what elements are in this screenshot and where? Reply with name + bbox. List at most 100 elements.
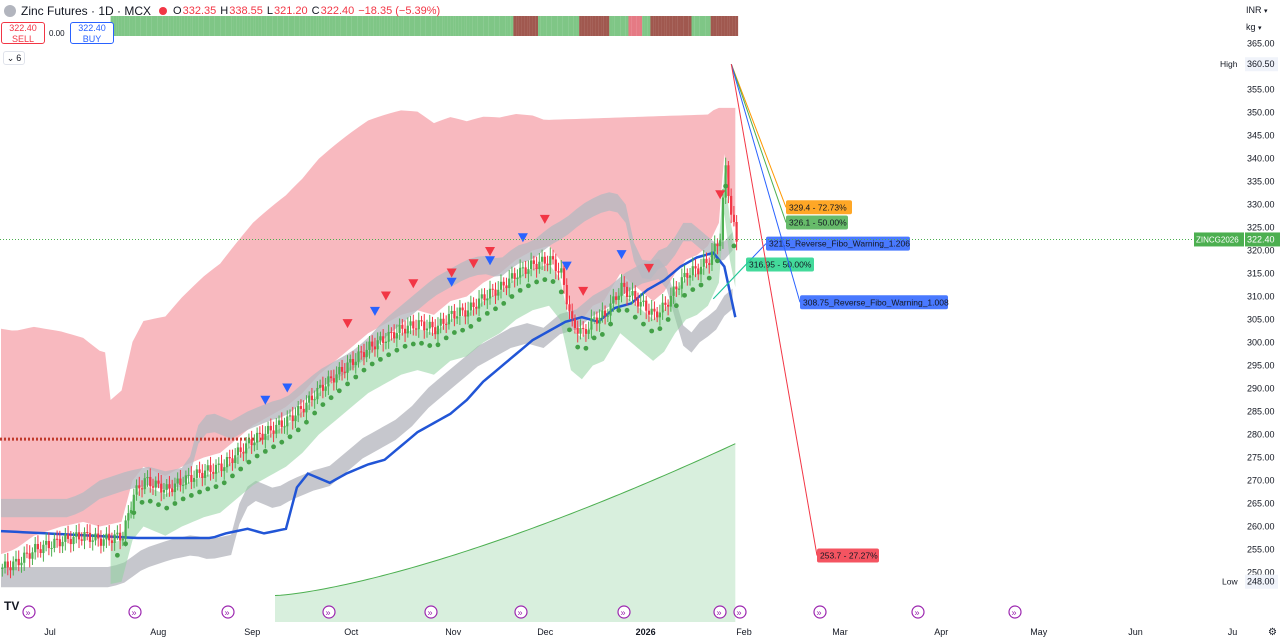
strip-cell bbox=[236, 16, 240, 36]
strip-cell bbox=[631, 16, 634, 36]
symbol-title[interactable]: Zinc Futures · 1D · MCX bbox=[21, 4, 152, 18]
candle-body bbox=[409, 321, 412, 326]
candle-body bbox=[538, 261, 541, 270]
time-tick-label: Sep bbox=[244, 627, 260, 637]
strip-cell bbox=[140, 16, 144, 36]
candle-body bbox=[467, 310, 470, 317]
strip-cell bbox=[644, 16, 648, 36]
strip-cell bbox=[603, 16, 607, 36]
candle-body bbox=[327, 376, 330, 387]
strip-cell bbox=[162, 16, 166, 36]
candle-body bbox=[475, 306, 478, 309]
candle-body bbox=[36, 543, 40, 550]
candle-body bbox=[280, 420, 283, 427]
strip-cell bbox=[496, 16, 500, 36]
strip-cell bbox=[718, 16, 722, 36]
support-dot bbox=[682, 292, 687, 298]
strip-cell bbox=[154, 16, 158, 36]
strip-cell bbox=[576, 16, 580, 36]
candle-body bbox=[261, 433, 264, 440]
strip-cell bbox=[518, 16, 522, 36]
sell-button[interactable]: 322.40 SELL bbox=[1, 22, 45, 44]
candle-body bbox=[288, 415, 292, 417]
candle-body bbox=[431, 321, 434, 328]
candle-body bbox=[94, 533, 97, 541]
candle-body bbox=[491, 288, 494, 290]
candle-body bbox=[464, 310, 467, 317]
candle-body bbox=[598, 317, 601, 324]
candle-body bbox=[206, 465, 209, 471]
candle-body bbox=[584, 329, 588, 334]
support-dot bbox=[304, 419, 309, 425]
currency-selector[interactable]: INR ▾ bbox=[1244, 4, 1270, 16]
strip-cell bbox=[538, 16, 541, 36]
strip-cell bbox=[313, 16, 317, 36]
strip-cell bbox=[727, 16, 730, 36]
candle-body bbox=[217, 463, 220, 465]
support-dot bbox=[131, 510, 137, 516]
candle-body bbox=[338, 366, 341, 375]
strip-cell bbox=[157, 16, 160, 36]
strip-cell bbox=[513, 16, 517, 36]
strip-cell bbox=[587, 16, 591, 36]
support-dots bbox=[114, 183, 737, 558]
candle-body bbox=[694, 266, 697, 269]
strip-cell bbox=[340, 16, 344, 36]
candle-body bbox=[190, 474, 193, 482]
strip-cell bbox=[201, 16, 204, 36]
support-dot bbox=[484, 310, 490, 316]
price-tick-label: 290.00 bbox=[1247, 384, 1275, 394]
price-tick-label: 335.00 bbox=[1247, 177, 1275, 187]
price-tick-label: 325.00 bbox=[1247, 223, 1275, 233]
candle-body bbox=[546, 263, 549, 266]
strip-cell bbox=[220, 16, 223, 36]
strip-cell bbox=[688, 16, 692, 36]
strip-cell bbox=[179, 16, 182, 36]
candle-body bbox=[198, 469, 201, 473]
symbol-tag: ZINCG2026 bbox=[1196, 235, 1239, 244]
support-dot bbox=[731, 243, 737, 249]
candle-body bbox=[64, 534, 67, 542]
buy-button[interactable]: 322.40 BUY bbox=[70, 22, 114, 44]
candle-body bbox=[601, 310, 604, 318]
candle-body bbox=[417, 320, 420, 330]
candle-body bbox=[50, 548, 53, 550]
event-marker-glyph: » bbox=[737, 608, 742, 618]
candle-body bbox=[231, 458, 234, 463]
annotation-label: 329.4 - 72.73% bbox=[789, 202, 847, 212]
price-tick-label: 275.00 bbox=[1247, 453, 1275, 463]
candle-body bbox=[680, 277, 683, 289]
strip-cell bbox=[176, 16, 180, 36]
strip-cell bbox=[209, 16, 213, 36]
indicators-toggle-button[interactable]: ⌄ 6 bbox=[3, 51, 25, 65]
candle-body bbox=[395, 333, 398, 339]
unit-selector[interactable]: kg ▾ bbox=[1244, 21, 1264, 33]
event-marker-glyph: » bbox=[1012, 608, 1017, 618]
strip-cell bbox=[403, 16, 407, 36]
candle-body bbox=[368, 341, 371, 350]
candle-body bbox=[371, 341, 374, 347]
time-tick-label: Ju bbox=[1228, 627, 1238, 637]
support-dot bbox=[246, 459, 252, 465]
candle-body bbox=[308, 395, 311, 403]
support-dot bbox=[123, 541, 128, 547]
strip-cell bbox=[409, 16, 413, 36]
support-dot bbox=[402, 343, 408, 349]
candle-body bbox=[157, 480, 160, 484]
strip-cell bbox=[168, 16, 171, 36]
candle-body bbox=[239, 447, 242, 452]
candle-body bbox=[143, 478, 146, 490]
candles bbox=[1, 157, 738, 579]
strip-cell bbox=[485, 16, 489, 36]
chart-settings-button[interactable]: ⚙ bbox=[1268, 627, 1277, 638]
strip-cell bbox=[549, 16, 552, 36]
buy-signal-icon bbox=[616, 250, 627, 260]
support-dot bbox=[262, 448, 268, 454]
candle-body bbox=[535, 263, 538, 270]
candle-body bbox=[294, 415, 297, 422]
strip-cell bbox=[170, 16, 174, 36]
strip-cell bbox=[384, 16, 388, 36]
strip-cell bbox=[242, 16, 245, 36]
candle-body bbox=[579, 328, 582, 334]
